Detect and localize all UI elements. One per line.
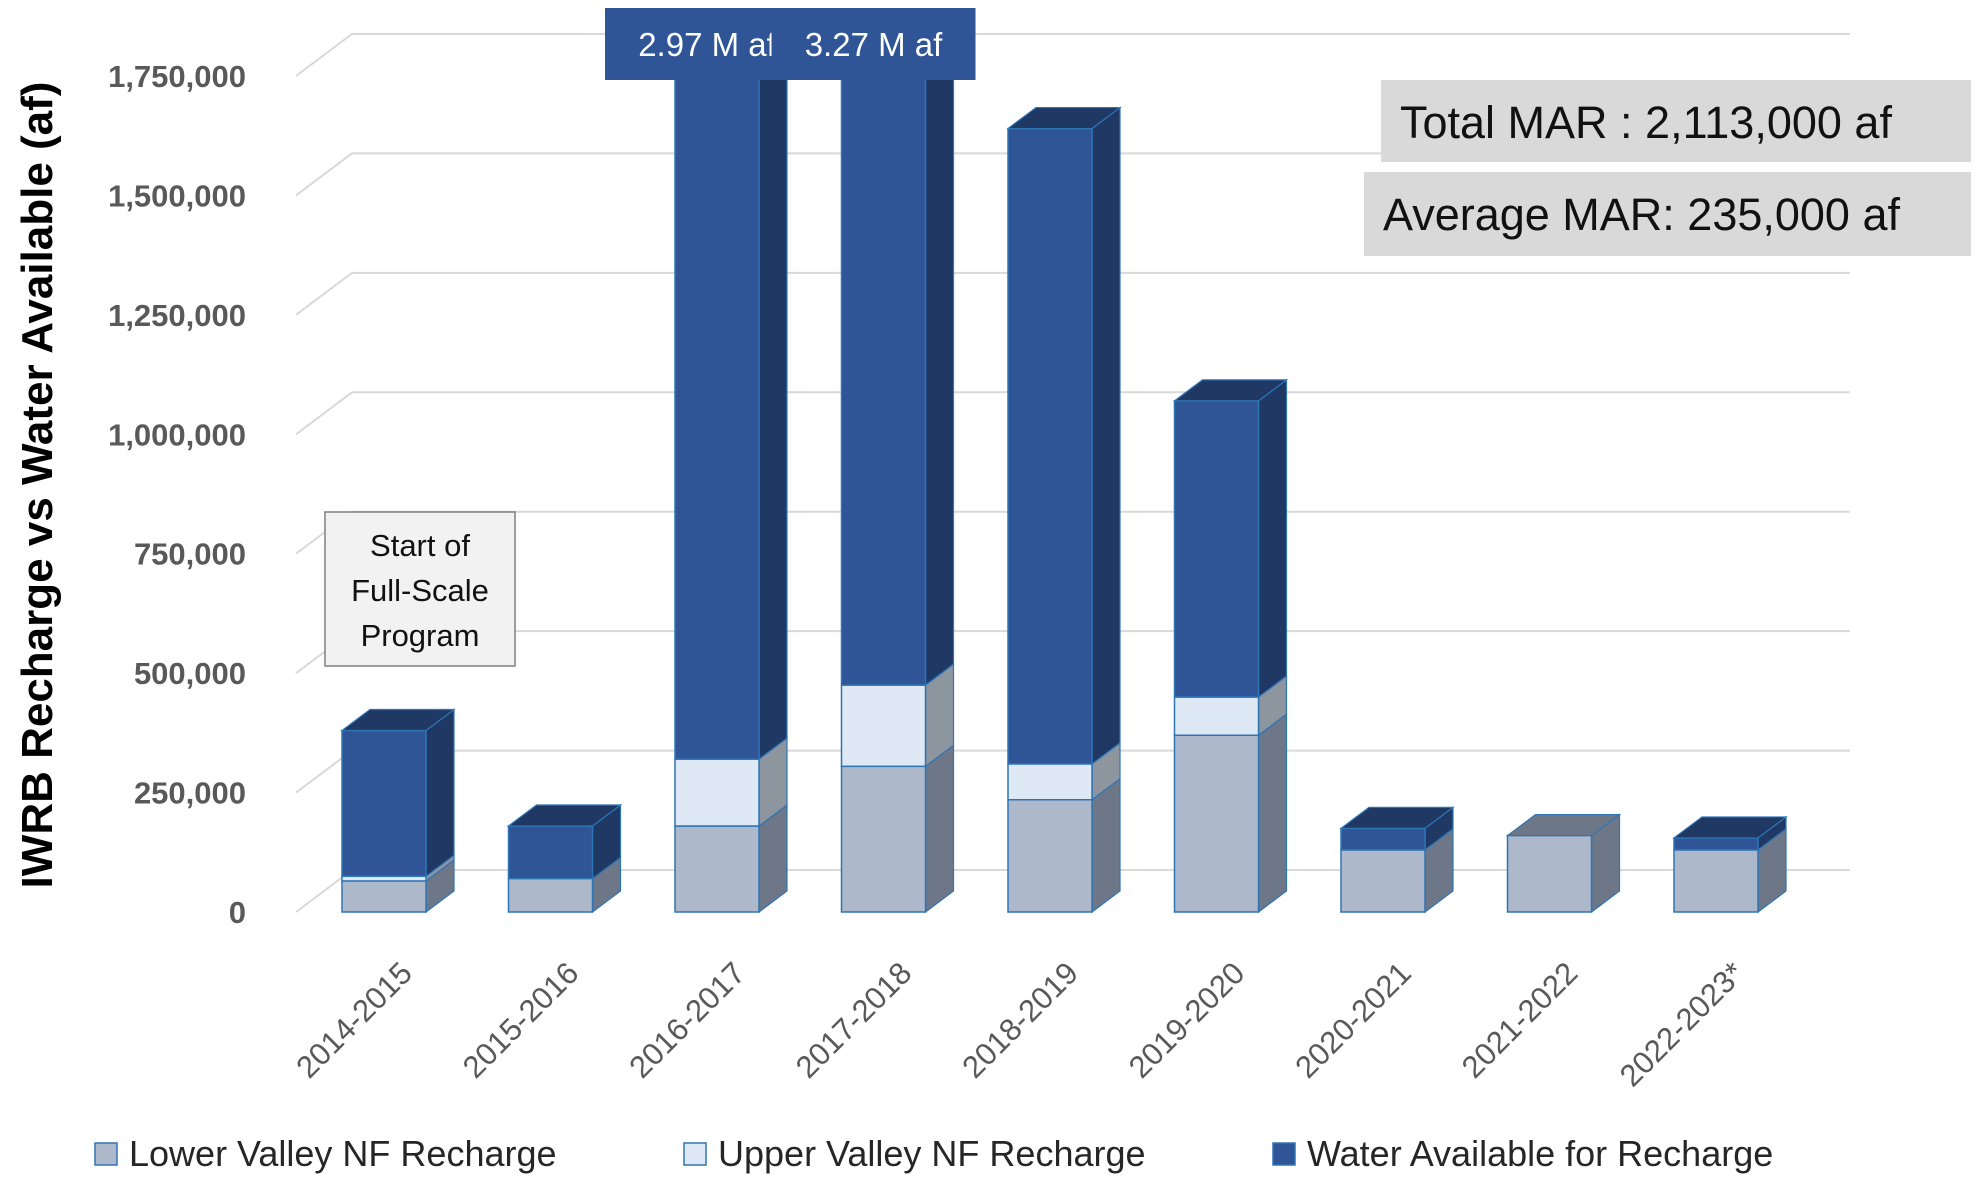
x-tick-label: 2015-2016 (456, 955, 586, 1085)
bar-segment (840, 765, 927, 913)
callout-label: 3.27 M af (805, 26, 943, 63)
bar-segment (1340, 849, 1426, 913)
y-tick-label: 1,250,000 (108, 298, 246, 333)
y-tick-label: 0 (229, 895, 246, 930)
bar-segment (1506, 834, 1593, 913)
bar-segment (674, 75, 760, 760)
bar-side-segment (758, 75, 788, 761)
y-axis-ticks: 0 250,000 500,000 750,000 1,000,000 1,250,000… (108, 59, 246, 930)
average-mar-box: Average MAR: 235,000 af (1364, 172, 1971, 256)
average-mar-text: Average MAR: 235,000 af (1383, 189, 1900, 240)
total-mar-box: Total MAR : 2,113,000 af (1381, 80, 1971, 162)
bar-segment (341, 880, 427, 913)
bar-top-face (1006, 106, 1122, 130)
average-mar-background (1364, 172, 1971, 256)
bar-segment (1673, 837, 1759, 851)
callout-background (771, 8, 976, 80)
callout-label: 2.97 M af (638, 26, 776, 63)
start-note-box: Start of Full-Scale Program (324, 511, 516, 667)
legend-swatch-lower-valley (94, 1142, 118, 1166)
bar-side-segment (1091, 106, 1121, 766)
gridline (295, 33, 1850, 77)
gridline (295, 271, 1850, 316)
y-tick-label: 1,750,000 (108, 59, 246, 94)
y-tick-label: 1,000,000 (108, 417, 246, 452)
legend-swatch-upper-valley (683, 1142, 707, 1166)
bars (340, 75, 1788, 914)
bar-side-segment (425, 708, 455, 878)
bar-segment (1007, 763, 1093, 801)
total-mar-background (1381, 80, 1971, 162)
bar-side-segment (924, 744, 955, 914)
bar-segment (674, 758, 760, 827)
bar-segment (840, 684, 927, 768)
start-note-line-3: Program (361, 618, 480, 653)
x-tick-label: 2017-2018 (789, 955, 919, 1085)
bar-top-face (506, 804, 623, 827)
y-tick-label: 250,000 (134, 776, 246, 811)
bar-top-face (1339, 806, 1455, 830)
bar-side-segment (1257, 378, 1288, 699)
bar-segment (840, 75, 927, 686)
bar-segment (507, 825, 594, 880)
bar-side-segment (1257, 713, 1288, 914)
value-callouts: 2.97 M af 3.27 M af (605, 8, 976, 80)
legend: Lower Valley NF Recharge Upper Valley NF… (94, 1133, 1773, 1174)
bar-top-face (1672, 816, 1788, 839)
start-note-line-1: Start of (370, 528, 470, 563)
y-tick-label: 750,000 (134, 537, 246, 572)
bar-segment (1673, 849, 1759, 913)
y-tick-label: 1,500,000 (108, 178, 246, 213)
bar-segment (1173, 400, 1260, 698)
x-axis-ticks: 2014-2015 2015-2016 2016-2017 2017-2018 2018… (289, 955, 1751, 1093)
x-tick-label: 2019-2020 (1122, 955, 1252, 1085)
x-tick-label: 2022-2023* (1613, 955, 1751, 1093)
bar-side-segment (924, 75, 955, 687)
x-tick-label: 2020-2021 (1288, 955, 1418, 1085)
gridline (295, 391, 1850, 436)
bar-top-face (1505, 813, 1622, 837)
y-tick-label: 500,000 (134, 656, 246, 691)
bar-segment (1173, 734, 1260, 913)
total-mar-text: Total MAR : 2,113,000 af (1400, 97, 1892, 148)
x-tick-label: 2014-2015 (289, 955, 419, 1085)
bar-segment (507, 877, 594, 913)
bar-segment (1340, 827, 1426, 851)
legend-label-lower-valley: Lower Valley NF Recharge (129, 1133, 557, 1174)
start-note-background (324, 511, 516, 667)
bar-segment (341, 729, 427, 877)
bar-side-segment (1091, 777, 1121, 914)
legend-label-upper-valley: Upper Valley NF Recharge (718, 1133, 1146, 1174)
bar-segment (1007, 127, 1093, 765)
x-tick-label: 2016-2017 (622, 955, 752, 1085)
bar-segment (1173, 696, 1260, 736)
bar-top-face (1172, 379, 1289, 402)
bar-segment (674, 825, 760, 913)
x-tick-label: 2021-2022 (1455, 955, 1585, 1085)
legend-label-water-available: Water Available for Recharge (1307, 1133, 1773, 1174)
legend-swatch-water-available (1272, 1142, 1296, 1166)
y-axis-label: IWRB Recharge vs Water Available (af) (13, 82, 62, 889)
x-tick-label: 2018-2019 (955, 955, 1085, 1085)
gridline (295, 152, 1850, 197)
bar-segment (1007, 798, 1093, 913)
bar-top-face (340, 708, 456, 732)
start-note-line-2: Full-Scale (351, 573, 489, 608)
